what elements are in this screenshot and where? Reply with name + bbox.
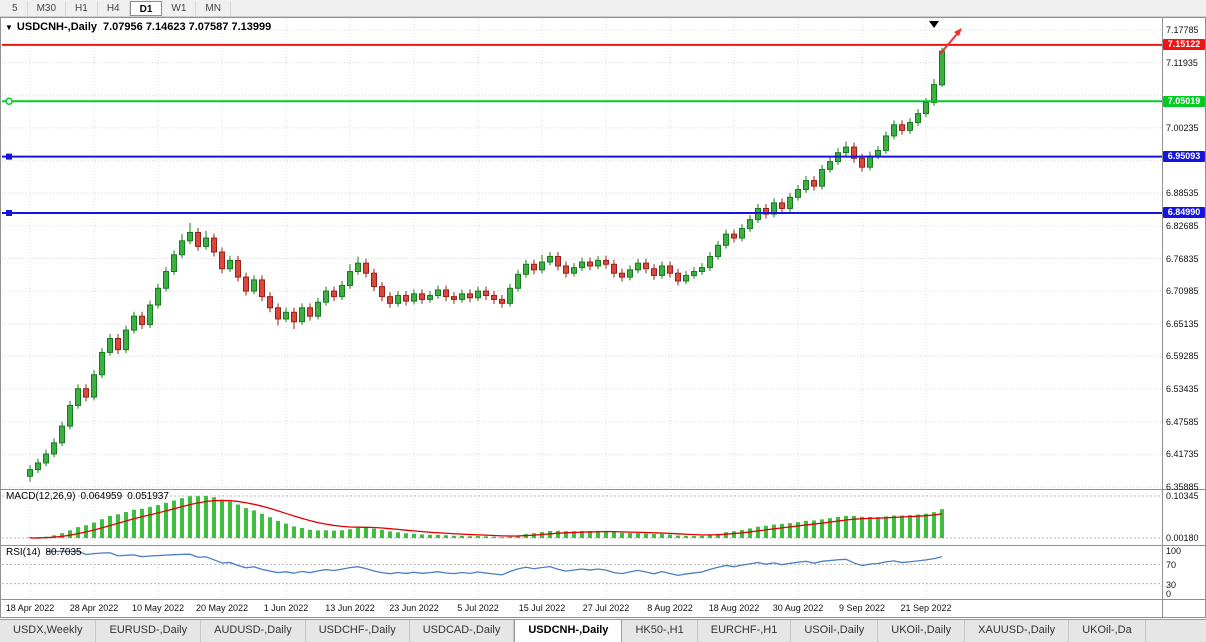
timeframe-button-h4[interactable]: H4 — [98, 0, 130, 16]
grid — [2, 18, 1162, 599]
chart-tab-eurusd-daily[interactable]: EURUSD-,Daily — [96, 620, 202, 642]
chart-tab-usdcnh-daily[interactable]: USDCNH-,Daily — [514, 620, 623, 642]
chart-tab-usdcad-daily[interactable]: USDCAD-,Daily — [410, 620, 515, 642]
timeframe-button-d1[interactable]: D1 — [129, 0, 163, 16]
trend-arrow-icon — [939, 33, 958, 55]
chart-tab-usdx-weekly[interactable]: USDX,Weekly — [0, 620, 97, 642]
chart-tab-ukoil-da[interactable]: UKOil-,Da — [1069, 620, 1146, 642]
chart-tab-usdchf-daily[interactable]: USDCHF-,Daily — [306, 620, 410, 642]
timeframe-button-w1[interactable]: W1 — [162, 0, 197, 16]
chart-tab-bar: USDX,Weekly EURUSD-,Daily AUDUSD-,Daily USD… — [0, 619, 1206, 642]
timeframe-button-mn[interactable]: MN — [196, 0, 231, 16]
chart-tab-usoil-daily[interactable]: USOil-,Daily — [791, 620, 879, 642]
chart-tab-xauusd-daily[interactable]: XAUUSD-,Daily — [965, 620, 1070, 642]
chart-tab-ukoil-daily[interactable]: UKOil-,Daily — [878, 620, 966, 642]
down-triangle-marker-icon — [929, 21, 939, 28]
timeframe-button-h1[interactable]: H1 — [66, 0, 98, 16]
rsi-indicator — [2, 550, 1162, 585]
chart-tab-hk50-h1[interactable]: HK50-,H1 — [622, 620, 698, 642]
timeframe-toolbar: 5 M30 H1 H4 D1 W1 MN — [0, 0, 1206, 17]
candlestick-series — [27, 47, 945, 482]
annotations — [929, 21, 962, 55]
horizontal-level-line[interactable] — [2, 97, 1162, 105]
horizontal-level-line[interactable] — [2, 209, 1162, 216]
horizontal-level-line[interactable] — [2, 153, 1162, 160]
timeframe-button-5[interactable]: 5 — [3, 0, 28, 16]
chart-tab-audusd-daily[interactable]: AUDUSD-,Daily — [201, 620, 306, 642]
macd-indicator — [2, 495, 1162, 539]
chart-tab-eurchf-h1[interactable]: EURCHF-,H1 — [698, 620, 792, 642]
timeframe-button-m30[interactable]: M30 — [28, 0, 67, 16]
